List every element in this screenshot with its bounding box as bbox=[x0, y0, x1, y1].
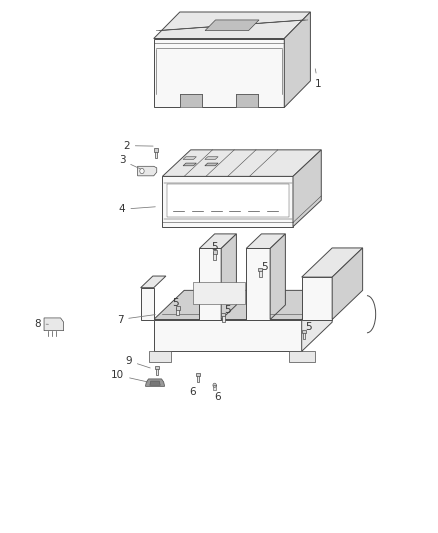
Polygon shape bbox=[145, 379, 165, 386]
Polygon shape bbox=[293, 150, 321, 227]
Polygon shape bbox=[222, 315, 225, 322]
Polygon shape bbox=[270, 234, 286, 319]
Polygon shape bbox=[155, 366, 159, 369]
Text: 7: 7 bbox=[117, 314, 155, 325]
Circle shape bbox=[213, 383, 216, 387]
Polygon shape bbox=[302, 277, 332, 319]
Polygon shape bbox=[199, 248, 221, 319]
Polygon shape bbox=[205, 157, 218, 159]
Text: 5: 5 bbox=[172, 297, 179, 308]
Polygon shape bbox=[259, 270, 261, 277]
Text: 5: 5 bbox=[305, 322, 311, 333]
Polygon shape bbox=[221, 313, 225, 317]
Polygon shape bbox=[332, 248, 363, 319]
Polygon shape bbox=[302, 248, 363, 277]
Polygon shape bbox=[213, 385, 216, 390]
Polygon shape bbox=[284, 12, 311, 108]
Polygon shape bbox=[176, 306, 180, 310]
Polygon shape bbox=[213, 253, 216, 260]
Circle shape bbox=[140, 168, 144, 174]
Polygon shape bbox=[154, 290, 332, 319]
Text: 5: 5 bbox=[224, 305, 231, 315]
Polygon shape bbox=[193, 282, 245, 304]
Polygon shape bbox=[303, 332, 305, 339]
Polygon shape bbox=[177, 308, 179, 316]
Polygon shape bbox=[199, 234, 237, 248]
Polygon shape bbox=[180, 94, 201, 108]
Text: 6: 6 bbox=[190, 386, 196, 397]
Polygon shape bbox=[141, 276, 166, 288]
Polygon shape bbox=[138, 166, 157, 176]
Polygon shape bbox=[154, 148, 158, 152]
Polygon shape bbox=[154, 38, 284, 108]
Text: 8: 8 bbox=[34, 319, 48, 329]
Polygon shape bbox=[246, 234, 286, 248]
Polygon shape bbox=[44, 318, 64, 330]
Text: 2: 2 bbox=[123, 141, 153, 151]
Polygon shape bbox=[156, 368, 159, 375]
Polygon shape bbox=[150, 381, 160, 385]
Polygon shape bbox=[141, 288, 154, 319]
Text: 6: 6 bbox=[214, 392, 221, 402]
Polygon shape bbox=[167, 184, 289, 217]
Polygon shape bbox=[196, 373, 200, 376]
Polygon shape bbox=[302, 329, 306, 334]
Text: 10: 10 bbox=[111, 370, 148, 382]
Polygon shape bbox=[205, 163, 218, 166]
Polygon shape bbox=[183, 163, 196, 166]
Polygon shape bbox=[154, 319, 302, 351]
Polygon shape bbox=[205, 20, 259, 30]
Polygon shape bbox=[246, 248, 270, 319]
Polygon shape bbox=[213, 250, 217, 254]
Polygon shape bbox=[237, 94, 258, 108]
Polygon shape bbox=[155, 151, 157, 158]
Text: 5: 5 bbox=[212, 243, 218, 253]
Text: 3: 3 bbox=[119, 156, 140, 169]
Text: 4: 4 bbox=[119, 204, 155, 214]
Polygon shape bbox=[221, 234, 237, 319]
Polygon shape bbox=[289, 351, 315, 362]
Text: 1: 1 bbox=[315, 69, 321, 88]
Polygon shape bbox=[149, 351, 171, 362]
Polygon shape bbox=[162, 176, 293, 227]
Polygon shape bbox=[183, 157, 196, 159]
Text: 5: 5 bbox=[261, 262, 268, 271]
Polygon shape bbox=[258, 268, 262, 271]
Polygon shape bbox=[302, 290, 332, 351]
Polygon shape bbox=[154, 12, 311, 38]
Polygon shape bbox=[162, 150, 321, 176]
Text: 9: 9 bbox=[125, 356, 150, 368]
Polygon shape bbox=[197, 375, 199, 382]
